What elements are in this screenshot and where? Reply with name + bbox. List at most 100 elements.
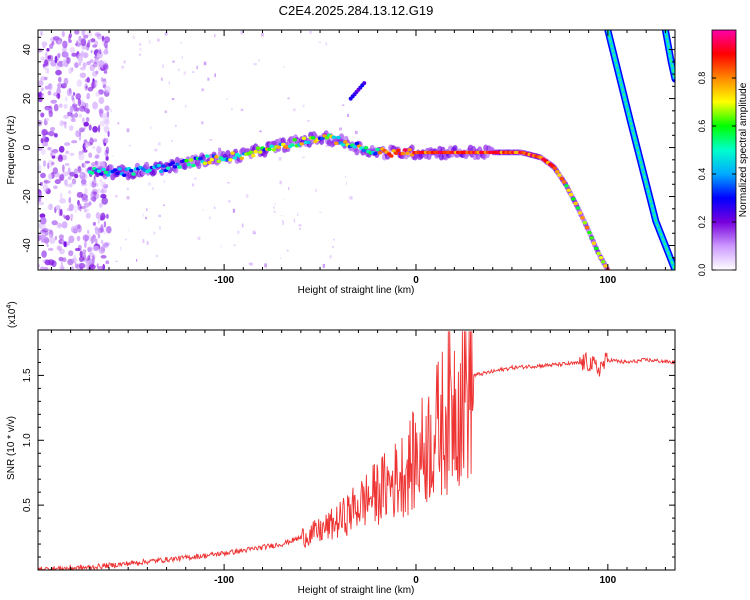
- trace-core: [405, 151, 410, 155]
- noise-speckle: [41, 228, 49, 233]
- noise-speckle: [103, 64, 108, 69]
- trace-core: [389, 154, 394, 158]
- noise-speckle: [64, 163, 70, 166]
- noise-speckle: [84, 83, 88, 91]
- noise-speckle: [77, 165, 82, 174]
- noise-speckle: [58, 256, 64, 262]
- noise-speckle: [101, 197, 108, 205]
- noise-speckle: [74, 263, 79, 269]
- trace-core: [129, 168, 134, 173]
- noise-speckle: [54, 133, 58, 138]
- noise-speckle: [117, 122, 120, 125]
- trace-core: [566, 188, 571, 192]
- noise-speckle: [68, 235, 75, 244]
- trace-core: [131, 172, 136, 176]
- noise-speckle: [84, 241, 87, 249]
- trace-core: [396, 148, 401, 152]
- noise-speckle: [80, 38, 87, 47]
- trace-core: [596, 251, 601, 256]
- noise-speckle: [57, 62, 62, 67]
- noise-speckle: [44, 59, 49, 66]
- noise-speckle: [178, 68, 180, 72]
- noise-speckle: [40, 77, 42, 84]
- noise-speckle: [48, 110, 53, 118]
- noise-speckle: [322, 263, 325, 268]
- trace-streak: [362, 81, 367, 86]
- noise-speckle: [163, 204, 165, 207]
- trace-core: [373, 152, 378, 156]
- noise-speckle: [81, 149, 84, 154]
- trace-core: [175, 162, 180, 166]
- noise-speckle: [60, 83, 67, 89]
- noise-speckle: [47, 55, 51, 60]
- colorbar-ticks: 0.0 0.2 0.4 0.6 0.8: [697, 72, 736, 276]
- noise-speckle: [79, 171, 86, 180]
- trace-core: [578, 211, 583, 215]
- trace-core: [184, 159, 189, 163]
- y-tick-label: 1.0: [22, 433, 33, 447]
- noise-speckle: [104, 85, 111, 93]
- noise-speckle: [48, 83, 52, 89]
- trace-envelope: [452, 145, 458, 152]
- noise-speckle: [45, 65, 48, 74]
- noise-speckle: [94, 58, 99, 64]
- noise-speckle: [111, 155, 115, 157]
- noise-speckle: [98, 89, 104, 95]
- noise-speckle: [94, 160, 98, 165]
- noise-speckle: [54, 179, 61, 185]
- noise-speckle: [51, 155, 56, 159]
- noise-speckle: [88, 124, 92, 131]
- noise-speckle: [192, 183, 195, 187]
- noise-speckle: [92, 236, 99, 244]
- noise-speckle: [293, 218, 296, 223]
- noise-speckle: [73, 205, 78, 214]
- noise-speckle: [87, 246, 94, 252]
- noise-speckle: [100, 112, 107, 119]
- noise-speckle: [51, 161, 55, 166]
- noise-speckle: [92, 126, 98, 133]
- noise-speckle: [62, 40, 68, 49]
- trace-core: [122, 173, 127, 177]
- noise-speckle: [74, 247, 81, 252]
- noise-speckle: [97, 233, 101, 239]
- noise-speckle: [60, 192, 63, 199]
- noise-speckle: [51, 220, 58, 226]
- noise-speckle: [77, 202, 82, 211]
- noise-speckle: [40, 239, 47, 243]
- trace-core: [147, 168, 152, 172]
- trace-core: [230, 151, 235, 155]
- main-trace-layer: [87, 81, 610, 270]
- noise-speckle: [302, 156, 305, 158]
- trace-core: [603, 264, 608, 268]
- noise-speckle: [92, 101, 98, 110]
- image-branch-core: [664, 30, 675, 80]
- trace-core: [112, 168, 118, 172]
- noise-speckle: [69, 46, 76, 54]
- noise-speckle: [89, 64, 95, 72]
- noise-speckle: [164, 110, 167, 113]
- noise-speckle: [40, 31, 43, 36]
- noise-speckle: [73, 92, 76, 96]
- noise-speckle: [103, 60, 107, 66]
- noise-speckle: [38, 143, 41, 147]
- noise-speckle: [102, 229, 107, 235]
- noise-speckle: [240, 108, 244, 112]
- noise-speckle: [38, 80, 44, 87]
- noise-speckle: [139, 47, 142, 51]
- noise-speckle: [227, 182, 230, 184]
- noise-speckle: [106, 226, 112, 234]
- trace-envelope: [426, 153, 432, 160]
- noise-speckle: [38, 80, 43, 85]
- noise-speckle: [61, 221, 68, 229]
- spectrogram-x-axis-label: Height of straight line (km): [298, 285, 415, 296]
- noise-speckle: [350, 196, 353, 200]
- noise-speckle: [46, 48, 50, 52]
- trace-core: [584, 225, 590, 230]
- trace-core: [269, 144, 274, 148]
- noise-speckle: [57, 223, 63, 228]
- noise-speckle: [100, 189, 105, 194]
- noise-speckle: [87, 39, 91, 45]
- noise-speckle: [273, 210, 276, 213]
- noise-speckle: [64, 96, 68, 102]
- noise-speckle: [88, 251, 94, 258]
